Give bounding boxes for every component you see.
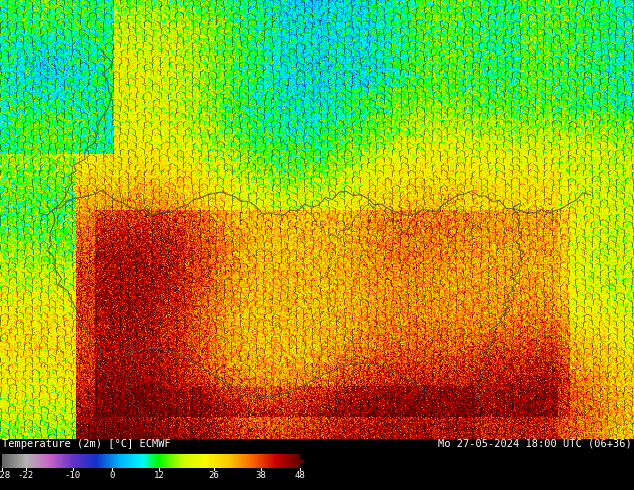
Text: Mo 27-05-2024 18:00 UTC (06+36): Mo 27-05-2024 18:00 UTC (06+36) <box>438 439 632 448</box>
Text: -22: -22 <box>18 471 34 480</box>
Text: -10: -10 <box>65 471 81 480</box>
Text: 26: 26 <box>209 471 219 480</box>
Text: -28: -28 <box>0 471 10 480</box>
Text: Temperature (2m) [°C] ECMWF: Temperature (2m) [°C] ECMWF <box>2 439 171 448</box>
Text: 0: 0 <box>109 471 115 480</box>
Text: 48: 48 <box>295 471 306 480</box>
Text: 38: 38 <box>256 471 266 480</box>
Text: 12: 12 <box>153 471 164 480</box>
